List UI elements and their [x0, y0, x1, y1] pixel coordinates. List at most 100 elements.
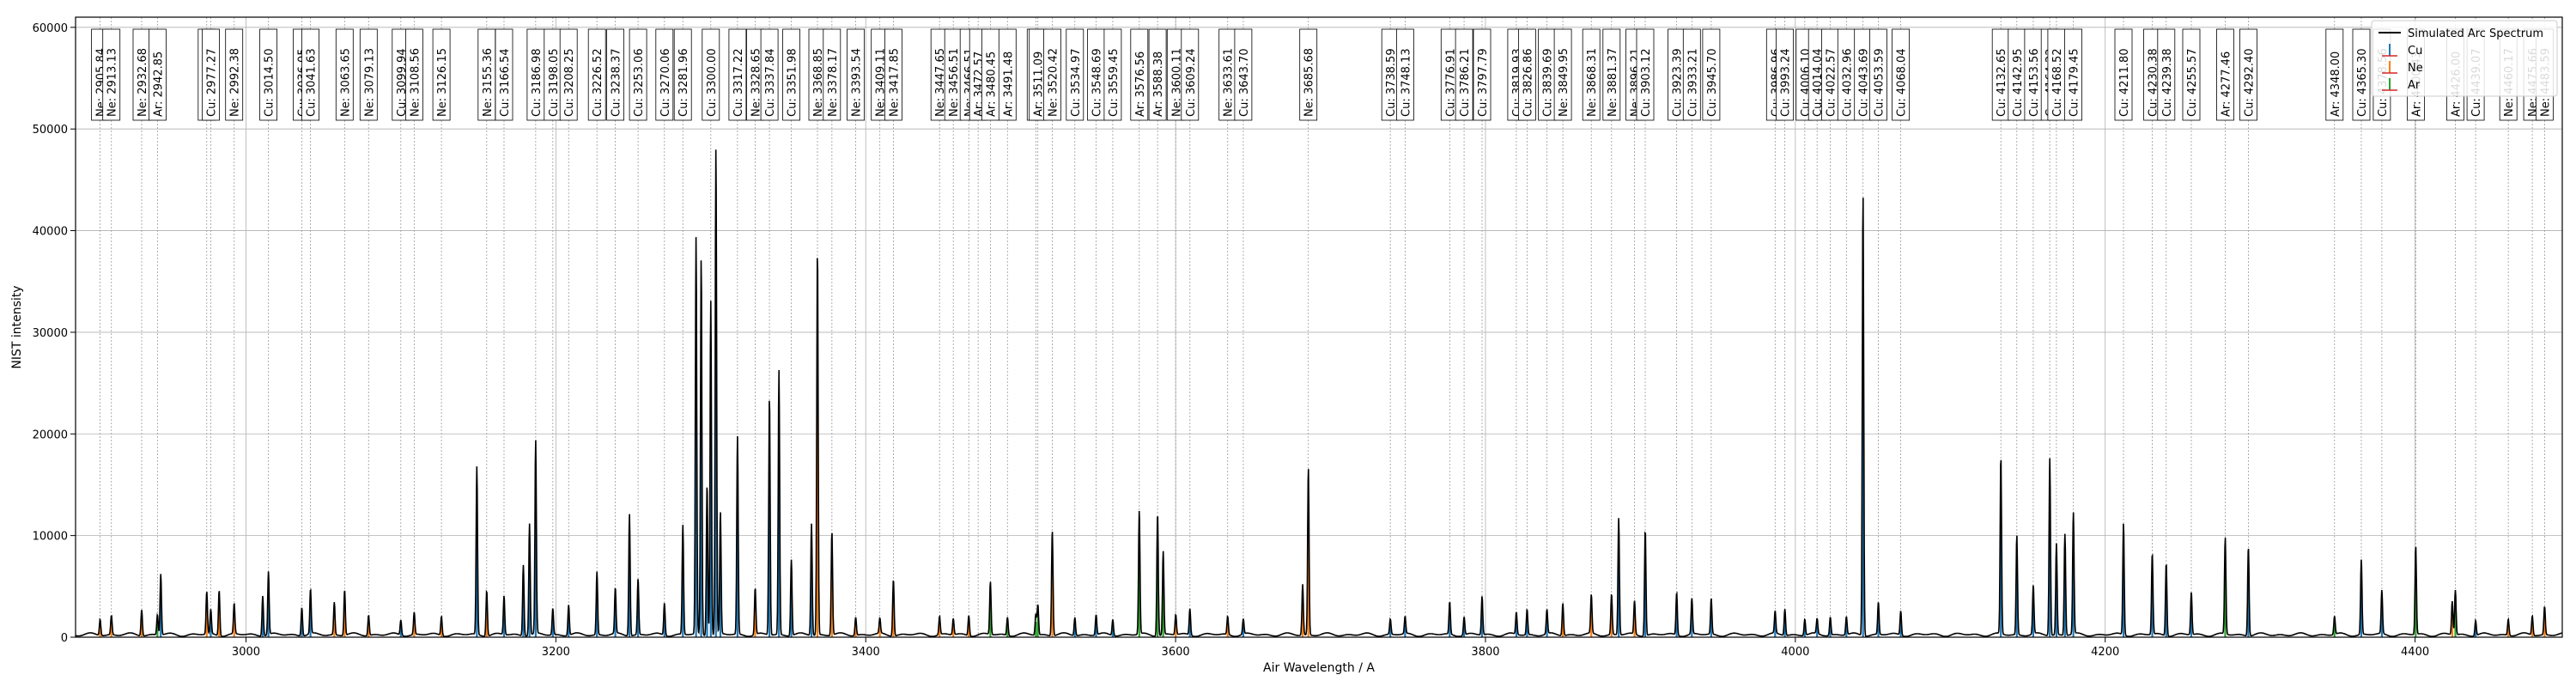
line-label-text: Cu: 4292.40 — [2243, 48, 2256, 117]
line-label: Ar: 2942.85 — [148, 28, 167, 121]
line-label-text: Cu: 3317.22 — [732, 48, 745, 117]
line-label-box — [655, 28, 674, 121]
line-label: Cu: 4068.04 — [1892, 28, 1911, 121]
y-tick-label: 10000 — [33, 531, 68, 544]
line-label: Cu: 3226.52 — [587, 28, 606, 121]
line-label: Cu: 3839.69 — [1538, 28, 1556, 121]
line-label: Cu: 3933.21 — [1682, 28, 1701, 121]
line-label: Cu: 3609.24 — [1181, 28, 1200, 121]
line-label-box — [1299, 28, 1318, 121]
line-label: Cu: 3797.79 — [1473, 28, 1492, 121]
line-label: Ne: 3417.85 — [884, 28, 902, 121]
line-label-box — [1602, 28, 1621, 121]
line-label: Cu: 3014.50 — [259, 28, 278, 121]
line-label: Cu: 3643.70 — [1234, 28, 1253, 121]
line-label-text: Cu: 3300.00 — [706, 48, 719, 117]
line-label-text: Ne: 3079.13 — [363, 48, 376, 117]
line-label-text: Cu: 3903.12 — [1640, 48, 1653, 117]
line-label-text: Cu: 4239.38 — [2161, 48, 2174, 117]
legend-frame — [2371, 20, 2558, 97]
line-label-box — [2157, 28, 2176, 121]
line-label: Cu: 3166.54 — [495, 28, 513, 121]
line-label-box — [225, 28, 244, 121]
line-label-text: Cu: 3993.24 — [1780, 48, 1793, 117]
line-label-text: Cu: 3238.37 — [611, 48, 623, 117]
line-label-text: Ar: 3511.09 — [1033, 52, 1046, 117]
line-label-box — [673, 28, 692, 121]
line-label: Cu: 3903.12 — [1636, 28, 1655, 121]
line-label-text: Cu: 3797.79 — [1477, 48, 1490, 117]
line-label-text: Cu: 3337.84 — [764, 48, 777, 117]
line-label-text: Cu: 3923.39 — [1672, 48, 1685, 117]
line-label: Ar: 3480.45 — [981, 28, 999, 121]
line-label-text: Cu: 4053.59 — [1874, 48, 1886, 117]
line-label-text: Cu: 4255.57 — [2186, 48, 2199, 117]
line-label-text: Cu: 3534.97 — [1070, 48, 1083, 117]
line-label-text: Ar: 3491.48 — [1002, 52, 1015, 117]
y-tick-label: 0 — [61, 632, 68, 645]
x-tick-label: 3600 — [1162, 646, 1190, 659]
line-label-text: Ne: 3520.42 — [1048, 48, 1060, 117]
line-label-text: Cu: 4043.69 — [1858, 48, 1871, 117]
line-label-box — [1682, 28, 1701, 121]
line-label: Cu: 4292.40 — [2239, 28, 2257, 121]
line-label-box — [782, 28, 800, 121]
axis-ticks: 3000 3200 3400 3600 3800 4000 4200 4400 0 10000 20… — [33, 22, 2429, 659]
x-tick-label: 4000 — [1781, 646, 1809, 659]
line-label: Cu: 4255.57 — [2182, 28, 2201, 121]
line-label-box — [1892, 28, 1911, 121]
line-label-box — [2216, 28, 2234, 121]
line-label-text: Ar: 4277.46 — [2221, 52, 2233, 117]
plot-frame — [75, 16, 2563, 638]
line-label-text: Ar: 3588.38 — [1152, 52, 1165, 117]
line-label: Ne: 3456.51 — [944, 28, 963, 121]
line-label-text: Cu: 4230.38 — [2148, 48, 2160, 117]
line-label-box — [404, 28, 423, 121]
line-label-text: Cu: 3198.05 — [548, 48, 561, 117]
line-label: Ne: 2913.13 — [102, 28, 121, 121]
line-label-text: Ne: 3393.54 — [851, 48, 864, 117]
line-label: Ne: 3393.54 — [847, 28, 865, 121]
line-label: Cu: 3548.69 — [1087, 28, 1105, 121]
line-label: Ne: 3881.37 — [1602, 28, 1621, 121]
line-label: Cu: 4211.80 — [2114, 28, 2133, 121]
line-label-text: Cu: 3933.21 — [1686, 48, 1699, 117]
line-label-text: Cu: 3270.06 — [659, 48, 672, 117]
line-label-text: Cu: 4365.30 — [2356, 48, 2369, 117]
line-label-text: Ne: 3456.51 — [948, 48, 961, 117]
line-label: Cu: 3559.45 — [1103, 28, 1122, 121]
line-label-box — [148, 28, 167, 121]
line-label-text: Cu: 3776.91 — [1444, 48, 1457, 117]
y-axis-label: NIST intensity — [10, 285, 24, 368]
line-label-text: Ne: 3868.31 — [1586, 48, 1599, 117]
legend-label: Ne — [2408, 62, 2423, 75]
line-label-box — [606, 28, 624, 121]
line-label-text: Cu: 3166.54 — [499, 48, 512, 117]
line-label-text: Cu: 3738.59 — [1385, 48, 1398, 117]
line-label-text: Ne: 3368.85 — [812, 48, 825, 117]
line-label: Ar: 4348.00 — [2325, 28, 2344, 121]
line-label-text: Cu: 3351.98 — [787, 48, 799, 117]
line-label-text: Ne: 3417.85 — [888, 48, 901, 117]
line-label-box — [760, 28, 779, 121]
line-label: Ar: 3491.48 — [998, 28, 1017, 121]
legend: Simulated Arc Spectrum Cu Ne Ar — [2371, 20, 2558, 97]
line-label-box — [823, 28, 841, 121]
line-label-box — [1066, 28, 1084, 121]
line-label: Cu: 3351.98 — [782, 28, 800, 121]
line-label: Cu: 3786.21 — [1455, 28, 1473, 121]
line-label-box — [2325, 28, 2344, 121]
line-label-text: Cu: 3609.24 — [1185, 48, 1198, 117]
line-label-text: Cu: 3253.06 — [633, 48, 646, 117]
line-label-text: Cu: 3226.52 — [592, 48, 605, 117]
line-label-text: Ne: 3063.65 — [339, 48, 352, 117]
line-label: Cu: 4365.30 — [2352, 28, 2371, 121]
element-stems — [99, 285, 2546, 637]
line-label: Cu: 4142.95 — [2008, 28, 2026, 121]
y-tick-label: 50000 — [33, 124, 68, 137]
line-label-box — [1234, 28, 1253, 121]
line-label-box — [1103, 28, 1122, 121]
line-label: Ne: 3328.65 — [746, 28, 764, 121]
line-label-box — [587, 28, 606, 121]
